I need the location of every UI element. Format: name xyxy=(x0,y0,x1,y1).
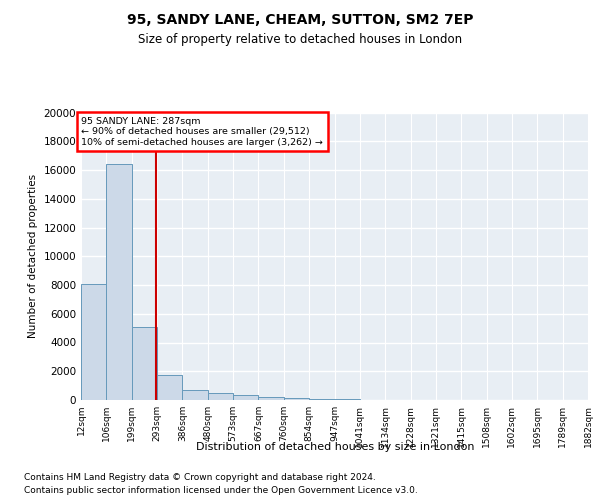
Bar xyxy=(233,396,259,400)
Text: Contains public sector information licensed under the Open Government Licence v3: Contains public sector information licen… xyxy=(24,486,418,495)
Bar xyxy=(284,398,309,400)
Bar xyxy=(132,326,157,400)
Bar xyxy=(208,393,233,400)
Text: 95 SANDY LANE: 287sqm
← 90% of detached houses are smaller (29,512)
10% of semi-: 95 SANDY LANE: 287sqm ← 90% of detached … xyxy=(81,117,323,146)
Text: Distribution of detached houses by size in London: Distribution of detached houses by size … xyxy=(196,442,474,452)
Y-axis label: Number of detached properties: Number of detached properties xyxy=(28,174,38,338)
Text: Contains HM Land Registry data © Crown copyright and database right 2024.: Contains HM Land Registry data © Crown c… xyxy=(24,472,376,482)
Text: Size of property relative to detached houses in London: Size of property relative to detached ho… xyxy=(138,32,462,46)
Bar xyxy=(106,164,132,400)
Bar xyxy=(81,284,106,400)
Bar xyxy=(182,390,208,400)
Text: 95, SANDY LANE, CHEAM, SUTTON, SM2 7EP: 95, SANDY LANE, CHEAM, SUTTON, SM2 7EP xyxy=(127,12,473,26)
Bar xyxy=(309,398,335,400)
Bar xyxy=(259,396,284,400)
Bar xyxy=(157,375,182,400)
